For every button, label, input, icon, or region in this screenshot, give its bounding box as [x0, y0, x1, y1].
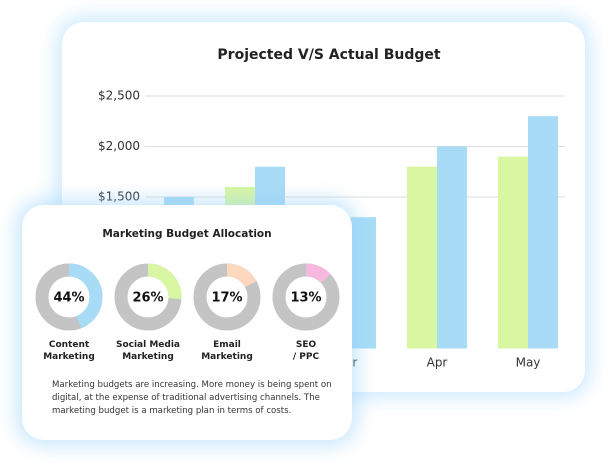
donut-segment	[272, 263, 340, 331]
y-tick-label: $2,500	[98, 89, 140, 103]
allocation-card: Marketing Budget Allocation 44% 26% 17% 13%…	[22, 205, 352, 440]
category-label: SEO / PPC	[292, 340, 320, 362]
donut-segment	[35, 263, 103, 331]
category-label: Content Marketing	[43, 340, 95, 362]
y-tick-label: $2,000	[98, 139, 140, 153]
donut-segment	[114, 263, 182, 331]
bar	[437, 146, 467, 349]
category-label: Email Marketing	[201, 340, 253, 362]
bar	[407, 166, 437, 349]
percent-label: 17%	[211, 291, 242, 306]
description: Marketing budgets are increasing. More m…	[52, 380, 332, 416]
y-tick-label: $1,500	[98, 190, 140, 204]
donut-chart: Marketing Budget Allocation 44% 26% 17% 13%	[35, 228, 340, 331]
donut-segment	[193, 263, 261, 331]
percent-label: 26%	[132, 291, 163, 306]
x-tick-label: Apr	[427, 356, 448, 370]
bar	[528, 116, 558, 349]
category-label: Social Media Marketing	[115, 340, 181, 362]
bar	[498, 156, 528, 349]
chart-title: Marketing Budget Allocation	[102, 228, 271, 240]
x-tick-label: May	[516, 356, 541, 370]
percent-label: 13%	[290, 291, 321, 306]
percent-label: 44%	[53, 291, 84, 306]
chart-title: Projected V/S Actual Budget	[217, 47, 440, 63]
